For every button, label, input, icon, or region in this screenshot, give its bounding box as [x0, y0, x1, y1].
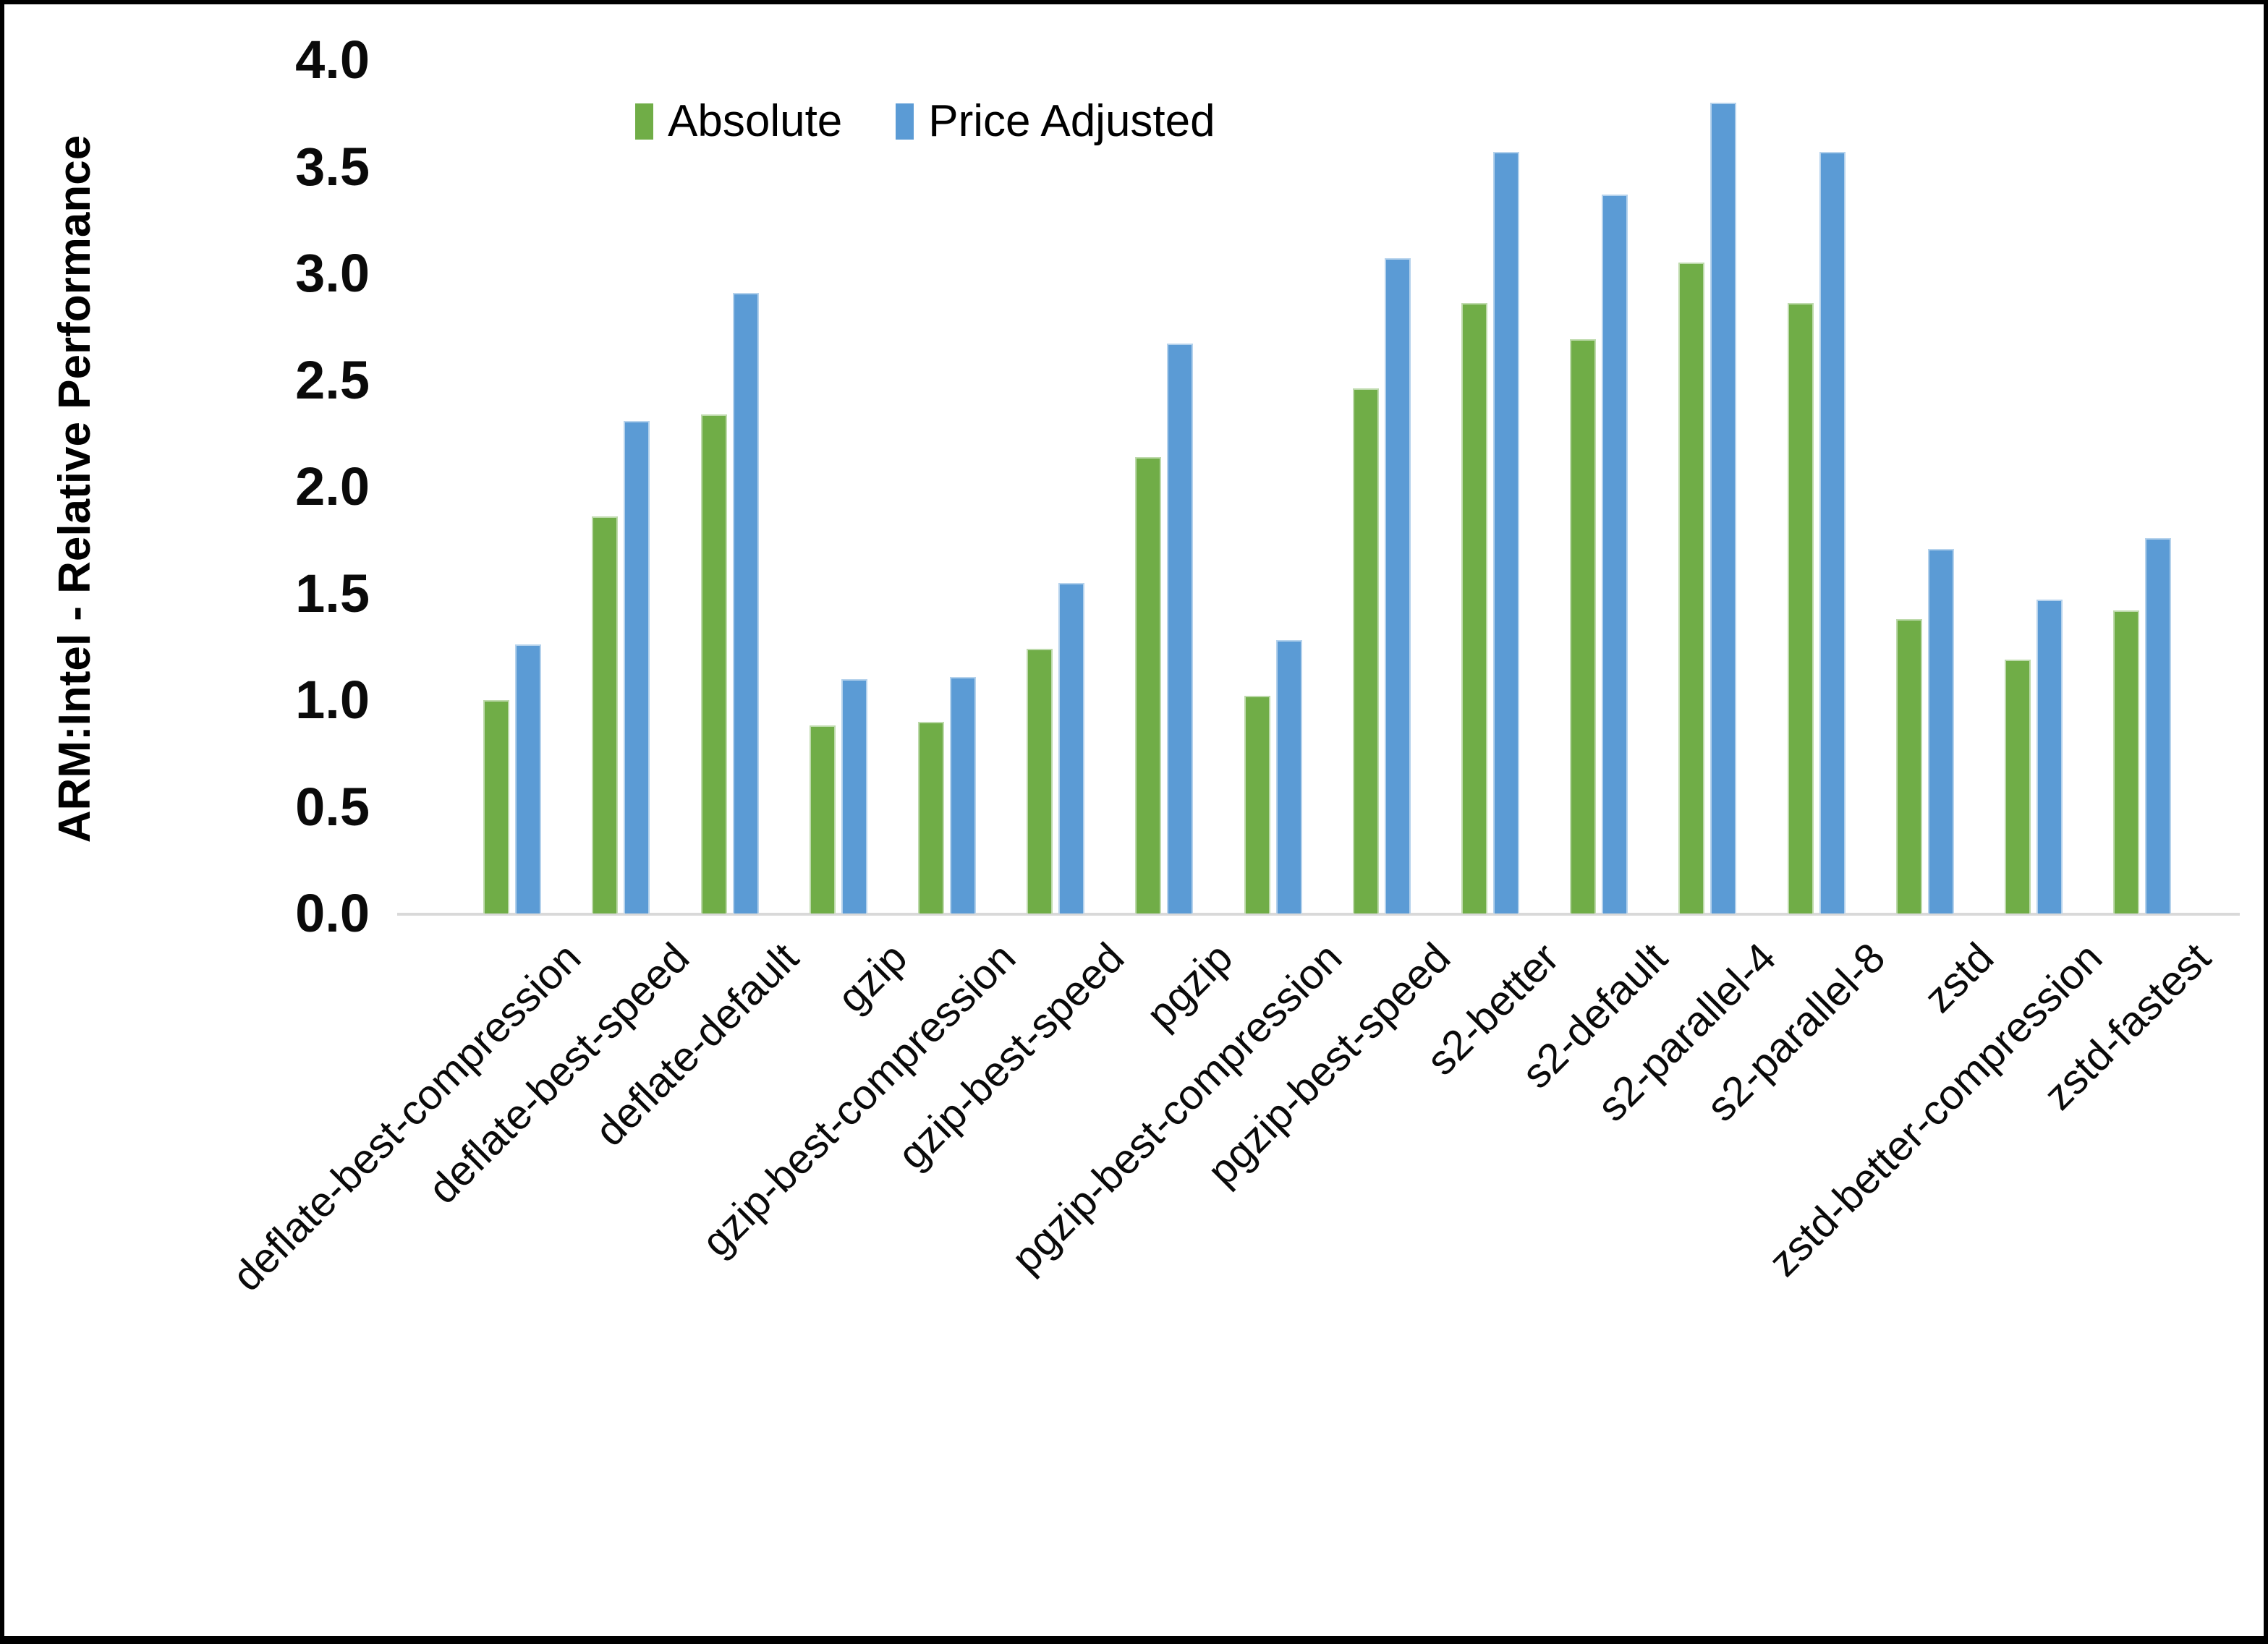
- legend: Absolute Price Adjusted: [635, 95, 1253, 147]
- bar-price-adjusted-gzip: [841, 678, 867, 913]
- x-axis-line: [397, 913, 2240, 916]
- bar-absolute-s2-default: [1570, 339, 1597, 913]
- y-tick-label: 0.5: [295, 776, 370, 837]
- bar-price-adjusted-pgzip-best-compression: [1275, 640, 1302, 913]
- y-axis-title: ARM:Intel - Relative Performance: [50, 135, 100, 843]
- bar-price-adjusted-gzip-best-compression: [949, 676, 976, 913]
- bar-absolute-s2-parallel-4: [1678, 263, 1705, 913]
- y-tick-label: 0.0: [295, 883, 370, 943]
- legend-item: Absolute: [635, 95, 842, 147]
- bar-price-adjusted-deflate-default: [732, 292, 759, 913]
- bar-absolute-gzip-best-speed: [1027, 649, 1053, 913]
- y-tick-label: 1.5: [295, 563, 370, 623]
- bar-absolute-zstd-better-compression: [2004, 659, 2031, 913]
- bar-absolute-deflate-best-speed: [592, 516, 619, 913]
- legend-label: Price Adjusted: [928, 96, 1215, 146]
- bar-absolute-gzip-best-compression: [917, 721, 944, 913]
- bar-price-adjusted-s2-default: [1602, 194, 1628, 913]
- bar-price-adjusted-deflate-best-compression: [515, 644, 542, 913]
- bar-price-adjusted-s2-better: [1492, 151, 1519, 913]
- bar-price-adjusted-s2-parallel-8: [1819, 151, 1846, 913]
- y-tick-label: 2.5: [295, 349, 370, 410]
- bar-absolute-gzip: [809, 725, 836, 913]
- legend-item: Price Adjusted: [896, 95, 1215, 147]
- bar-price-adjusted-deflate-best-speed: [624, 420, 650, 913]
- bar-absolute-s2-better: [1461, 303, 1487, 913]
- bar-price-adjusted-zstd: [1927, 548, 1954, 913]
- bar-price-adjusted-pgzip: [1167, 344, 1194, 913]
- y-tick-label: 3.5: [295, 136, 370, 197]
- legend-swatch-icon: [896, 103, 914, 140]
- y-tick-label: 4.0: [295, 30, 370, 90]
- y-tick-label: 3.0: [295, 243, 370, 303]
- bar-absolute-pgzip-best-compression: [1244, 696, 1270, 913]
- y-tick-label: 1.0: [295, 670, 370, 730]
- bar-price-adjusted-gzip-best-speed: [1058, 582, 1085, 913]
- bar-absolute-deflate-default: [700, 414, 727, 913]
- bar-price-adjusted-zstd-better-compression: [2036, 600, 2063, 913]
- legend-swatch-icon: [635, 103, 653, 140]
- bar-price-adjusted-pgzip-best-speed: [1384, 258, 1411, 913]
- bar-price-adjusted-s2-parallel-4: [1710, 103, 1737, 913]
- bar-absolute-pgzip: [1135, 456, 1162, 913]
- bar-absolute-zstd-fastest: [2113, 610, 2140, 913]
- bar-absolute-deflate-best-compression: [483, 700, 510, 913]
- bar-price-adjusted-zstd-fastest: [2145, 537, 2172, 913]
- bar-absolute-s2-parallel-8: [1787, 303, 1814, 913]
- bar-absolute-zstd: [1895, 618, 1922, 913]
- y-tick-label: 2.0: [295, 456, 370, 516]
- bar-absolute-pgzip-best-speed: [1352, 388, 1379, 913]
- legend-label: Absolute: [668, 96, 843, 146]
